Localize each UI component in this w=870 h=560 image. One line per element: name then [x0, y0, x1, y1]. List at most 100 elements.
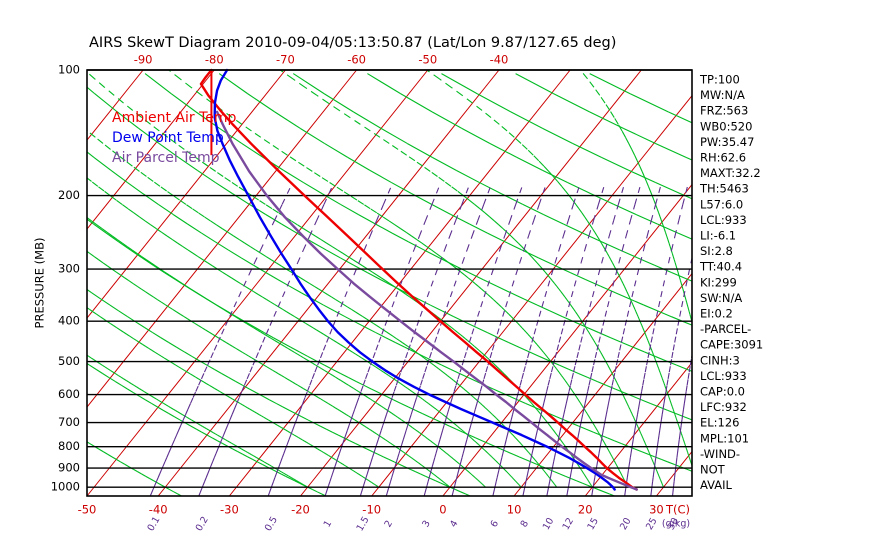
profile-air-parcel-temp [215, 110, 638, 491]
grid-line [304, 86, 318, 96]
grid-line [361, 357, 365, 361]
grid-line [187, 249, 194, 254]
grid-line [102, 143, 111, 150]
grid-line [356, 199, 365, 205]
grid-line [190, 425, 197, 430]
grid-line [132, 109, 143, 118]
grid-line [200, 380, 205, 383]
grid-line [176, 311, 181, 315]
grid-line [504, 439, 507, 445]
grid-line [599, 350, 602, 353]
grid-line [550, 469, 553, 475]
grid-line [383, 371, 387, 375]
grid-line [385, 280, 391, 284]
grid-line [293, 434, 297, 437]
grid-line [601, 430, 604, 436]
grid-line [652, 325, 656, 335]
grid-line [538, 306, 543, 317]
grid-line [430, 440, 433, 443]
grid-line [365, 473, 368, 479]
grid-line [602, 425, 605, 431]
grid-line [455, 204, 463, 222]
grid-line [170, 407, 174, 410]
grid-line [501, 306, 505, 310]
grid-line [583, 473, 586, 476]
grid-line [286, 474, 289, 477]
grid-line [460, 271, 465, 276]
grid-line [543, 397, 546, 404]
grid-line [659, 425, 662, 431]
grid-line [212, 333, 217, 337]
grid-line [514, 480, 517, 483]
grid-line [202, 425, 205, 429]
grid-line [332, 405, 336, 409]
grid-line [144, 73, 172, 95]
grid-line [422, 165, 431, 172]
grid-line [637, 426, 639, 428]
grid-line [467, 277, 473, 282]
grid-line [423, 435, 427, 438]
grid-line [498, 304, 502, 308]
grid-line [355, 471, 358, 474]
grid-line [601, 156, 630, 171]
grid-line [365, 371, 369, 380]
grid-line [650, 402, 660, 408]
grid-line [440, 448, 443, 451]
grid-line [199, 160, 209, 167]
grid-line [565, 447, 568, 450]
grid-line [489, 142, 518, 158]
grid-line [336, 342, 341, 345]
grid-line [442, 422, 450, 427]
grid-line [348, 377, 357, 382]
grid-line [141, 389, 145, 393]
grid-line [174, 416, 181, 421]
grid-line [215, 433, 218, 436]
grid-line [440, 482, 447, 486]
grid-line [95, 368, 103, 374]
grid-line [544, 471, 547, 474]
grid-line [578, 208, 583, 214]
grid-line [483, 186, 492, 205]
grid-line [500, 457, 503, 463]
grid-line [424, 364, 428, 373]
grid-line [554, 471, 561, 475]
grid-line [619, 388, 622, 391]
index-item: FRZ:563 [700, 104, 748, 118]
grid-line [580, 249, 586, 264]
grid-line [555, 368, 559, 371]
grid-line [248, 262, 256, 276]
mixing-ratio-tick: 12 [561, 516, 577, 532]
grid-line [476, 93, 512, 113]
grid-line [388, 220, 396, 226]
grid-line [340, 380, 344, 383]
grid-line [294, 316, 299, 320]
grid-line [405, 424, 409, 431]
grid-line [256, 457, 259, 460]
grid-line [500, 370, 503, 373]
grid-line [590, 336, 594, 339]
grid-line [370, 429, 373, 432]
grid-line [655, 453, 657, 458]
grid-line [606, 363, 609, 366]
grid-line [143, 391, 147, 394]
grid-line [189, 373, 194, 377]
grid-line [377, 453, 384, 458]
index-item: WB0:520 [700, 119, 752, 133]
grid-line [525, 477, 528, 482]
grid-line [312, 489, 318, 493]
grid-line [552, 176, 559, 182]
grid-line [197, 423, 201, 426]
grid-line [404, 346, 415, 353]
grid-line [594, 274, 599, 287]
grid-line [289, 380, 293, 383]
grid-line [616, 464, 618, 467]
grid-line [157, 406, 164, 411]
bottom-temp-tick: -40 [149, 503, 168, 517]
grid-line [109, 322, 114, 327]
legend-parcel: Air Parcel Temp [112, 150, 220, 166]
grid-line [610, 337, 623, 343]
grid-line [166, 235, 173, 241]
grid-line [207, 299, 212, 303]
grid-line [294, 480, 300, 484]
grid-line [237, 185, 246, 192]
